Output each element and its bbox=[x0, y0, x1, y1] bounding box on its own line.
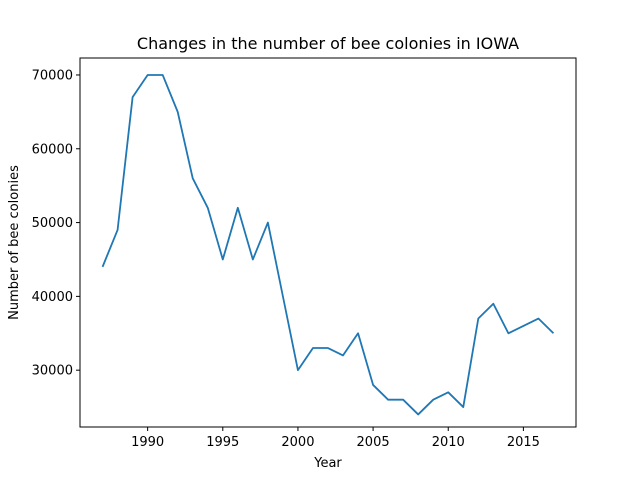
y-tick-label: 30000 bbox=[32, 364, 73, 379]
y-tick-label: 60000 bbox=[32, 142, 73, 157]
x-tick-label: 2000 bbox=[281, 435, 314, 450]
x-axis: 1990 1995 2000 2005 2010 2015 bbox=[131, 427, 540, 450]
plot-area bbox=[101, 74, 555, 416]
x-tick-label: 2010 bbox=[432, 435, 465, 450]
x-axis-label: Year bbox=[313, 456, 342, 471]
x-tick-label: 1990 bbox=[131, 435, 164, 450]
axes-frame bbox=[79, 57, 577, 428]
x-tick-label: 2015 bbox=[507, 435, 540, 450]
y-tick-label: 70000 bbox=[32, 68, 73, 83]
y-axis-label: Number of bee colonies bbox=[7, 165, 22, 320]
y-tick-label: 40000 bbox=[32, 290, 73, 305]
x-tick-label: 1995 bbox=[206, 435, 239, 450]
chart-title: Changes in the number of bee colonies in… bbox=[137, 34, 519, 53]
y-axis: 30000 40000 50000 60000 70000 bbox=[32, 68, 80, 379]
series-line bbox=[101, 74, 555, 416]
x-tick-label: 2005 bbox=[357, 435, 390, 450]
y-tick-label: 50000 bbox=[32, 216, 73, 231]
